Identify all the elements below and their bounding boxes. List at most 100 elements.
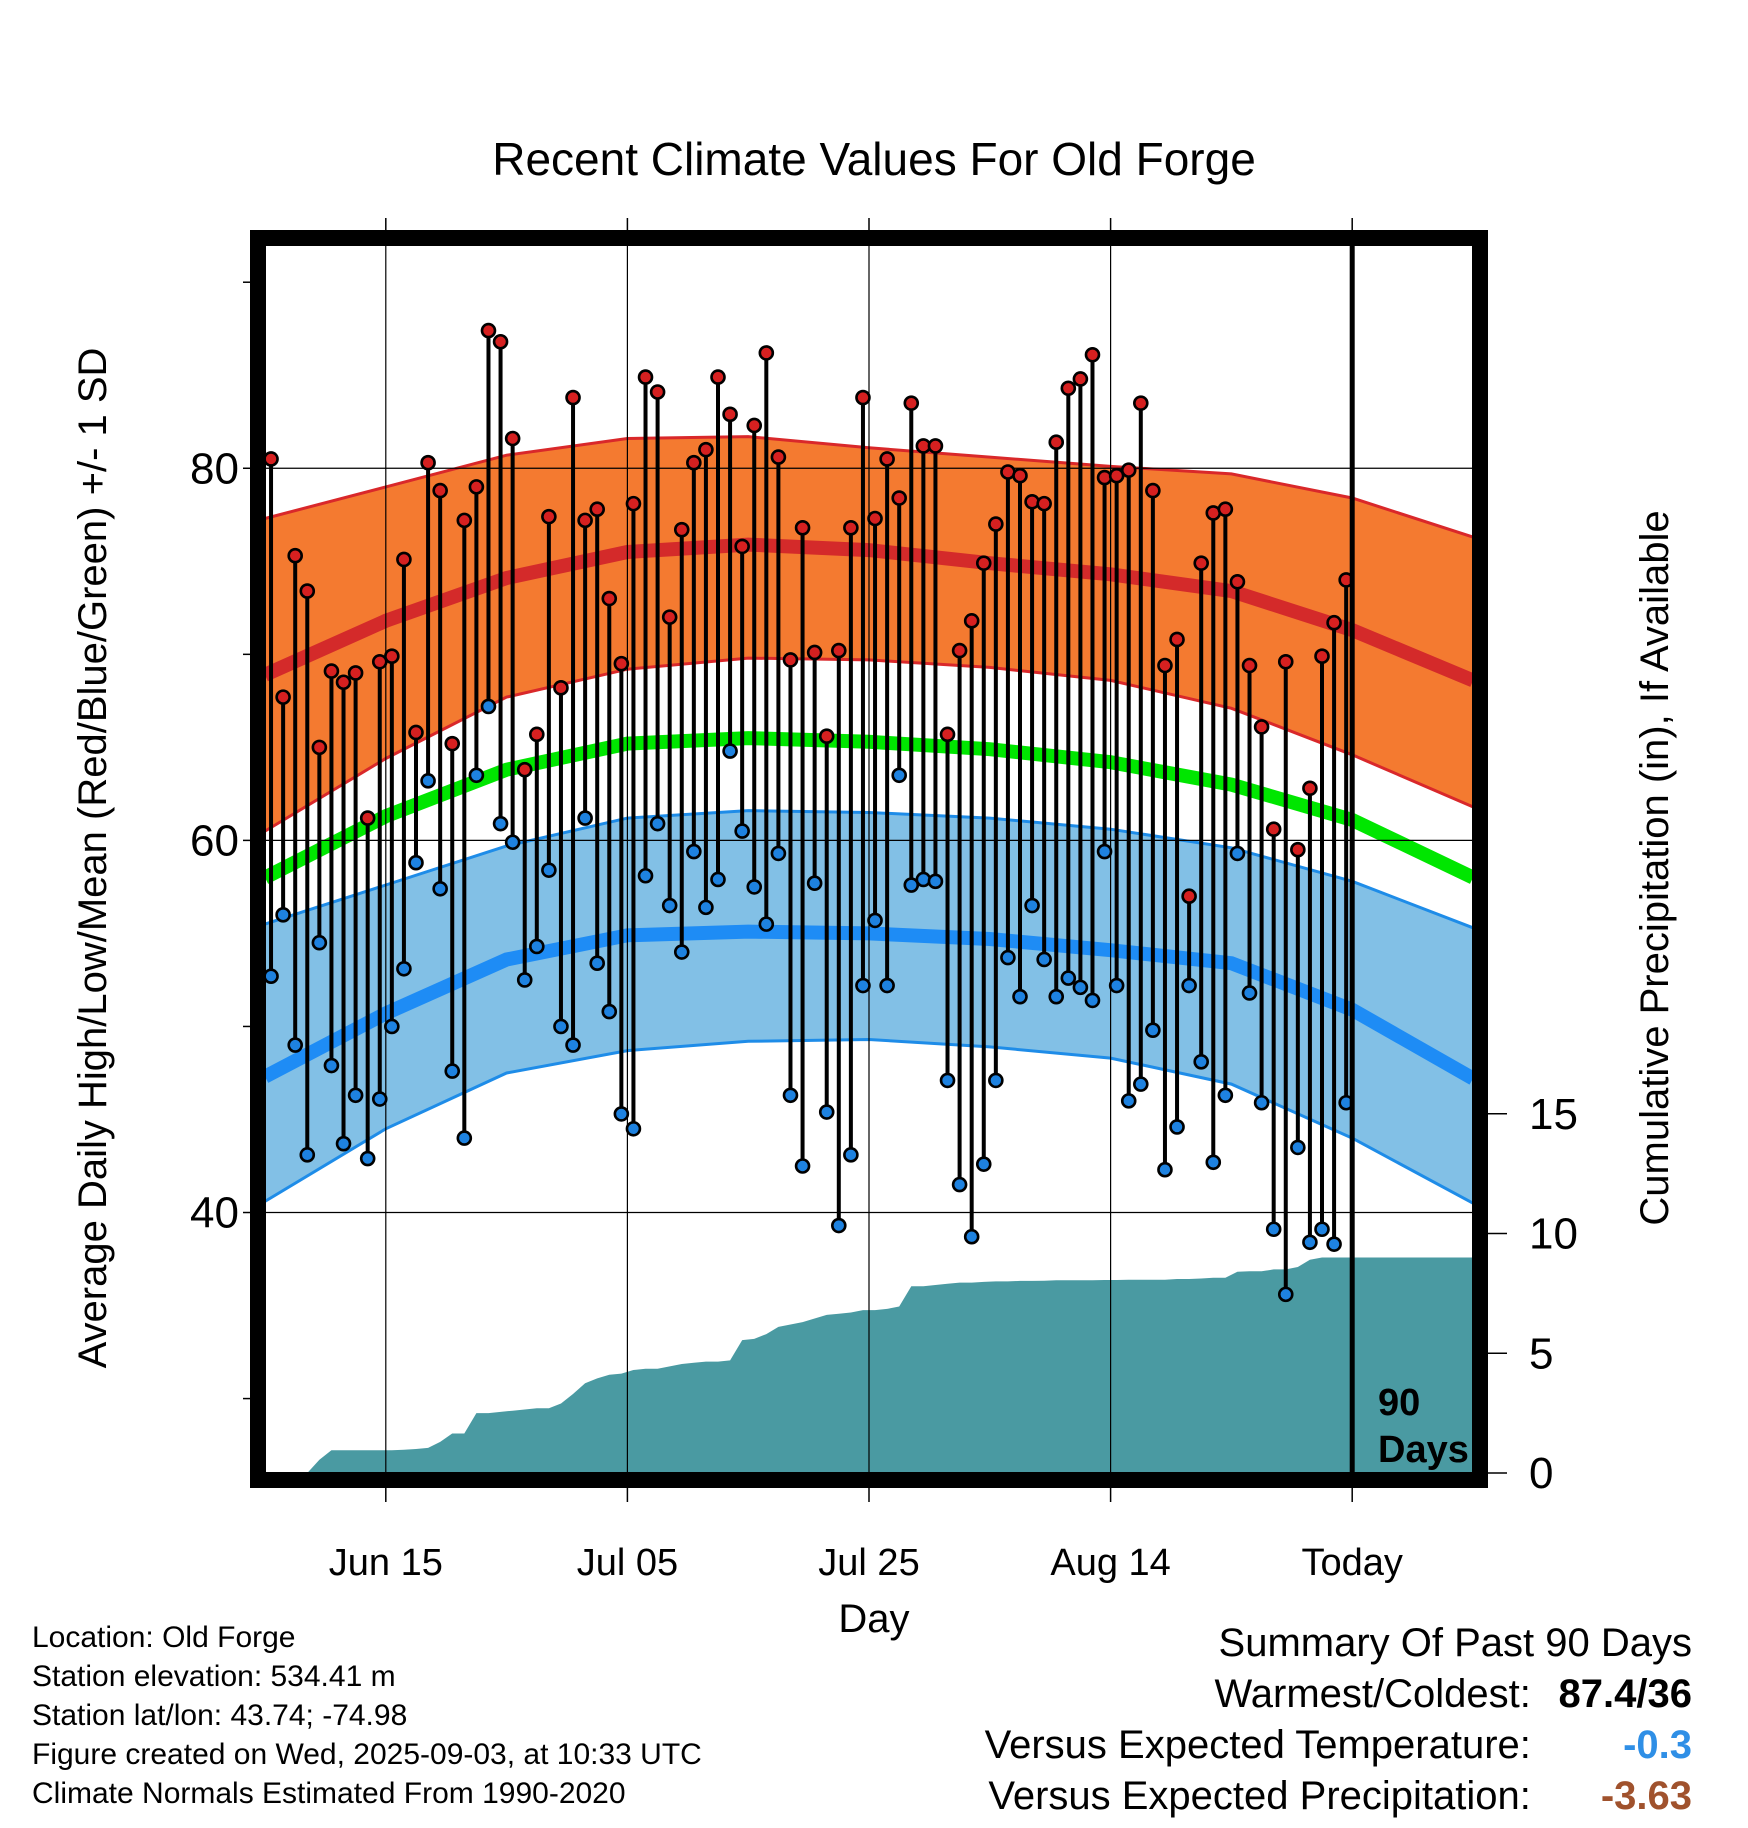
daily-low-point: [601, 1003, 618, 1020]
daily-high-point: [359, 810, 376, 826]
daily-high-point: [1229, 573, 1246, 590]
daily-low-point: [1169, 1119, 1185, 1135]
daily-high-point: [1048, 434, 1065, 451]
daily-low-point: [710, 871, 726, 888]
daily-low-point: [396, 960, 412, 977]
daily-high-point: [444, 735, 461, 752]
daily-high-point: [988, 516, 1004, 532]
daily-low-point: [480, 698, 497, 715]
daily-high-point: [903, 395, 920, 411]
daily-low-point: [1314, 1221, 1330, 1238]
daily-low-point: [468, 767, 485, 784]
daily-high-point: [504, 430, 521, 447]
daily-high-point: [818, 728, 835, 745]
daily-high-point: [335, 674, 352, 691]
daily-low-point: [1157, 1161, 1173, 1178]
daily-low-point: [384, 1018, 400, 1035]
daily-high-point: [541, 508, 557, 525]
daily-low-point: [516, 972, 533, 988]
daily-low-point: [988, 1072, 1004, 1089]
y2-tick-label: 5: [1529, 1329, 1553, 1378]
daily-high-point: [432, 482, 448, 499]
y2-axis-label: Cumulative Precipitation (in), If Availa…: [1633, 510, 1677, 1225]
daily-high-point: [613, 655, 630, 672]
daily-high-point: [867, 510, 883, 527]
daily-low-point: [1084, 992, 1101, 1009]
daily-low-point: [528, 938, 545, 955]
daily-high-point: [927, 438, 944, 454]
daily-high-point: [1169, 631, 1185, 648]
daily-low-point: [1048, 988, 1065, 1005]
daily-high-point: [1012, 467, 1028, 484]
daily-low-point: [432, 880, 448, 897]
station-info: Location: Old Forge Station elevation: 5…: [32, 1618, 702, 1813]
daily-low-point: [1108, 977, 1125, 994]
daily-low-point: [1217, 1087, 1234, 1104]
daily-low-point: [758, 916, 775, 932]
warmest-coldest-row: Warmest/Coldest: 87.4/36: [985, 1669, 1693, 1720]
daily-low-point: [456, 1130, 473, 1146]
daily-high-point: [311, 739, 328, 756]
daily-high-point: [770, 449, 787, 465]
daily-low-point: [879, 977, 895, 994]
daily-high-point: [1133, 395, 1149, 411]
daily-high-point: [843, 520, 859, 536]
daily-low-point: [1253, 1094, 1270, 1111]
daily-low-point: [722, 743, 738, 759]
daily-high-point: [492, 333, 509, 350]
daily-high-point: [1036, 495, 1052, 512]
daily-high-point: [1108, 467, 1125, 484]
daily-high-point: [1181, 888, 1197, 905]
daily-high-point: [1314, 648, 1330, 664]
today-label-line2: Days: [1378, 1429, 1469, 1471]
x-tick-label: Aug 14: [1050, 1542, 1170, 1584]
daily-high-point: [939, 726, 956, 743]
daily-high-point: [601, 590, 618, 607]
daily-low-point: [408, 854, 424, 871]
daily-low-point: [335, 1135, 352, 1152]
daily-high-point: [371, 653, 388, 670]
daily-low-point: [1229, 845, 1246, 862]
daily-high-point: [528, 726, 545, 743]
daily-high-point: [891, 490, 908, 506]
daily-low-point: [444, 1063, 461, 1079]
temp-value: -0.3: [1623, 1723, 1692, 1767]
chart-title: Recent Climate Values For Old Forge: [492, 133, 1256, 185]
daily-low-point: [698, 899, 714, 916]
daily-high-point: [1302, 780, 1318, 797]
y-tick-label: 60: [190, 816, 239, 865]
daily-low-point: [867, 912, 883, 929]
daily-high-point: [855, 389, 871, 406]
daily-low-point: [553, 1018, 569, 1035]
daily-low-point: [1205, 1154, 1222, 1171]
daily-low-point: [541, 862, 557, 878]
daily-low-point: [577, 810, 593, 826]
x-tick-label: Jul 25: [818, 1542, 919, 1584]
location-line: Location: Old Forge: [32, 1621, 296, 1654]
daily-low-point: [963, 1228, 980, 1245]
daily-low-point: [299, 1147, 316, 1163]
y2-tick-label: 0: [1529, 1449, 1553, 1498]
daily-low-point: [1024, 897, 1040, 914]
daily-high-point: [1290, 841, 1306, 858]
daily-low-point: [927, 873, 944, 890]
daily-high-point: [734, 538, 750, 555]
daily-low-point: [565, 1037, 581, 1053]
precip-value: -3.63: [1600, 1774, 1692, 1818]
daily-high-point: [1217, 501, 1234, 518]
daily-low-point: [661, 897, 678, 914]
daily-low-point: [287, 1037, 304, 1053]
daily-high-point: [758, 345, 775, 361]
daily-low-point: [1072, 979, 1089, 996]
warmest-coldest-label: Warmest/Coldest:: [1214, 1672, 1531, 1716]
daily-high-point: [1145, 482, 1161, 499]
daily-high-point: [746, 417, 763, 434]
daily-high-point: [468, 479, 485, 495]
daily-low-point: [649, 815, 666, 832]
daily-high-point: [722, 406, 738, 423]
daily-high-point: [710, 369, 726, 385]
daily-low-point: [589, 955, 606, 971]
daily-high-point: [516, 761, 533, 778]
daily-high-point: [698, 441, 714, 458]
daily-high-point: [625, 495, 642, 512]
